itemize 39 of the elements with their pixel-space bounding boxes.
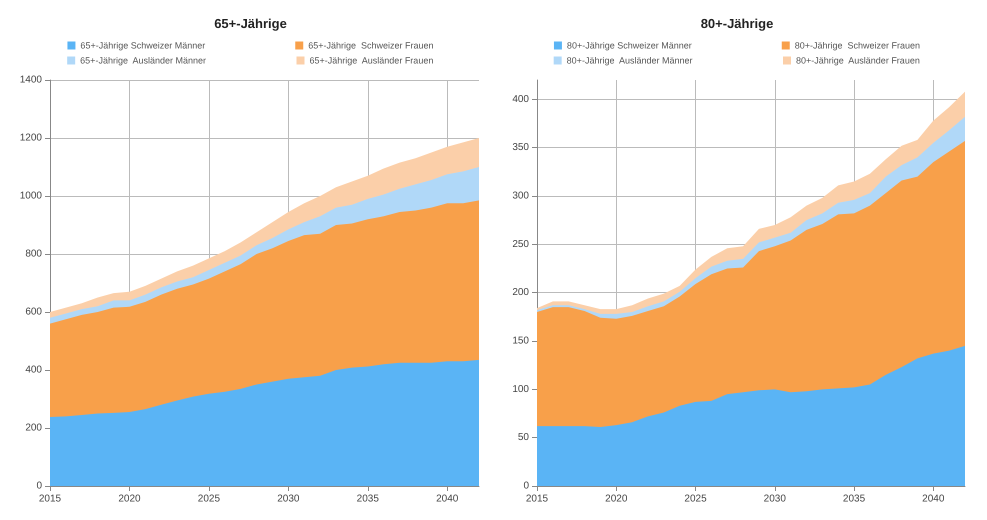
y-tick-label: 400 — [25, 364, 42, 376]
y-tick-label: 200 — [512, 287, 530, 298]
x-tick-label: 2015 — [38, 494, 62, 504]
y-tick-label: 250 — [512, 238, 530, 250]
legend-label: 65+-Jährige Ausländer Frauen — [310, 56, 434, 66]
y-tick-label: 50 — [518, 432, 530, 444]
y-tick-label: 0 — [36, 480, 42, 492]
y-tick-label: 300 — [512, 190, 530, 202]
legend-label: 80+-Jährige Ausländer Männer — [566, 56, 693, 66]
y-tick-label: 1000 — [20, 190, 42, 202]
x-tick-label: 2015 — [526, 494, 549, 504]
legend-label: 65+-Jährige Schweizer Männer — [80, 40, 206, 50]
legend-label: 65+-Jährige Ausländer Männer — [80, 56, 206, 66]
y-tick-label: 1400 — [20, 74, 42, 86]
y-tick-label: 600 — [25, 306, 42, 318]
legend-label: 65+-Jährige Schweizer Frauen — [308, 40, 434, 50]
chart-title: 65+-Jährige — [214, 16, 287, 31]
y-tick-label: 1200 — [20, 132, 42, 144]
y-tick-label: 350 — [512, 142, 530, 154]
legend-label: 80+-Jährige Schweizer Frauen — [794, 40, 920, 50]
x-tick-label: 2025 — [684, 494, 708, 504]
x-tick-label: 2035 — [356, 494, 380, 504]
x-tick-label: 2020 — [118, 494, 142, 504]
legend-label: 80+-Jährige Schweizer Männer — [566, 40, 692, 50]
y-tick-label: 0 — [523, 480, 530, 492]
y-tick-label: 800 — [25, 248, 42, 260]
x-tick-label: 2040 — [922, 494, 945, 504]
x-tick-label: 2035 — [842, 494, 866, 504]
x-tick-label: 2040 — [436, 494, 459, 504]
x-tick-label: 2020 — [605, 494, 628, 504]
y-tick-label: 100 — [512, 384, 530, 395]
x-tick-label: 2030 — [764, 494, 786, 504]
x-tick-label: 2030 — [277, 494, 300, 504]
chart-title: 80+-Jährige — [700, 16, 774, 31]
y-tick-label: 200 — [25, 422, 42, 434]
y-tick-label: 400 — [512, 94, 530, 105]
legend-label: 80+-Jährige Ausländer Frauen — [796, 56, 920, 66]
y-tick-label: 150 — [512, 336, 530, 346]
x-tick-label: 2025 — [198, 494, 220, 504]
